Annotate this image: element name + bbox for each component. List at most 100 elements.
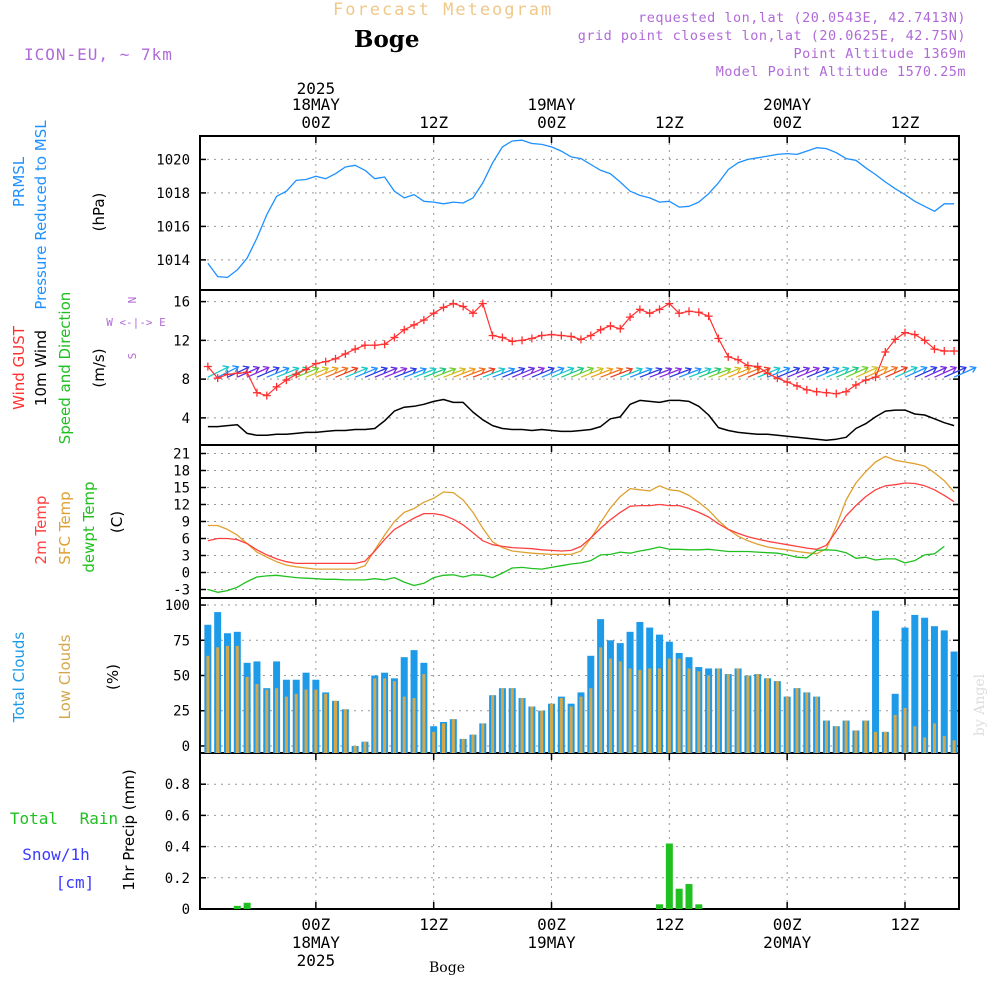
low-cloud-bar <box>481 723 485 753</box>
low-cloud-bar <box>569 706 573 753</box>
low-cloud-bar <box>687 668 691 753</box>
wind-arrow-head <box>861 365 869 373</box>
gust-marker <box>488 331 497 340</box>
wind-arrow-head <box>773 366 781 374</box>
wind-arrow-head <box>734 366 742 374</box>
wind-arrow-head <box>351 366 359 374</box>
wind-arrow-head <box>930 365 938 373</box>
wind-arrow <box>865 365 889 378</box>
low-cloud-bar <box>530 706 534 753</box>
wind-arrow-head <box>468 367 477 375</box>
gust-marker <box>635 305 644 314</box>
wind-arrow-shaft <box>659 368 682 378</box>
dewpt-line <box>207 545 945 593</box>
panel-frame-precip <box>199 752 960 910</box>
gust-marker <box>832 389 841 398</box>
wind-arrow-head <box>625 367 634 375</box>
y-tick-label-temperature: 12 <box>173 498 190 514</box>
gust-marker <box>576 335 585 344</box>
wind-arrow <box>443 367 467 378</box>
low-cloud-bar <box>255 683 259 753</box>
wind-arrow-shaft <box>620 368 643 378</box>
wind-arrow-head <box>232 365 240 373</box>
gust-marker <box>508 337 517 346</box>
location-title: Boge <box>354 26 420 53</box>
bottom-hour-label: 12Z <box>655 915 684 934</box>
low-cloud-bar <box>265 689 269 753</box>
wind-gust-label: Wind GUST <box>10 325 28 410</box>
wind-arrow-shaft <box>669 368 692 378</box>
wind-arrow <box>786 366 811 378</box>
low-cloud-bar <box>461 738 465 753</box>
wind-arrow-head <box>449 367 457 375</box>
wind-arrow <box>364 366 389 378</box>
wind-arrow-shaft <box>345 367 368 378</box>
wind-arrow <box>433 367 457 378</box>
gust-marker <box>213 374 222 383</box>
bottom-hour-label: 12Z <box>419 915 448 934</box>
wind-arrow-head <box>321 366 330 374</box>
low-cloud-bar <box>383 678 387 753</box>
y-tick-label-temperature: 6 <box>182 532 190 548</box>
wind-arrow <box>629 367 653 378</box>
wind-arrow <box>345 366 369 378</box>
gust-marker <box>272 382 281 391</box>
wind-arrow-head <box>832 366 840 374</box>
gust-marker <box>410 320 419 329</box>
low-cloud-bar <box>658 668 662 753</box>
wind-arrow-head <box>518 366 526 374</box>
y-tick-label-precip: 0.4 <box>165 840 190 856</box>
bottom-hour-label: 00Z <box>537 915 566 934</box>
compass-south: S <box>126 353 139 360</box>
wind-arrow-shaft <box>953 366 977 378</box>
low-cloud-bar <box>284 696 288 753</box>
wind-arrow <box>413 367 437 378</box>
pressure-unit: (hPa) <box>90 193 108 232</box>
low-cloud-bar <box>412 698 416 753</box>
low-cloud-bar <box>697 671 701 753</box>
wind-arrow <box>944 365 967 378</box>
wind-arrow-shaft <box>384 367 407 378</box>
wind-arrow <box>521 366 546 378</box>
wind-arrow <box>600 367 624 378</box>
y-tick-label-temperature: 18 <box>173 464 190 480</box>
low-cloud-bar <box>932 723 936 753</box>
wind-arrow-head <box>852 366 860 374</box>
wind-arrow-head <box>803 366 811 374</box>
low-cloud-bar <box>667 658 671 753</box>
wind-arrow <box>590 367 614 378</box>
wind-arrow-shaft <box>315 367 339 378</box>
wind-arrow-shaft <box>855 366 878 378</box>
wind-arrow-shaft <box>580 367 604 378</box>
rain-bar <box>685 884 693 909</box>
low-cloud-bar <box>442 723 446 753</box>
wind-arrow-head <box>616 367 624 375</box>
low-cloud-bar <box>353 745 357 753</box>
wind-arrow-shaft <box>708 368 731 378</box>
wind-arrow <box>335 366 359 378</box>
wind-arrow-head <box>822 366 830 374</box>
wind-arrow-head <box>842 366 850 374</box>
low-cloud-bar <box>500 688 504 753</box>
wind-arrow-shaft <box>364 367 388 378</box>
total-cloud-bar <box>930 626 938 753</box>
wind-arrow-head <box>577 366 585 374</box>
wind-arrow-head <box>675 367 683 375</box>
wind-arrow-head <box>920 365 928 373</box>
low-cloud-bar <box>726 674 730 753</box>
wind-arrow-head <box>488 367 496 375</box>
pressure-line <box>207 139 955 279</box>
gust-marker <box>675 309 684 318</box>
low-cloud-bar <box>314 689 318 753</box>
snow-label: Snow/1h <box>22 845 89 864</box>
wind-arrow-shaft <box>777 367 800 378</box>
top-date-label: 20MAY <box>763 95 812 114</box>
gust-marker <box>714 334 723 343</box>
low-cloud-bar <box>402 696 406 753</box>
wind-arrow-shaft <box>266 367 290 378</box>
wind-arrow-head <box>498 367 506 375</box>
gust-marker <box>586 331 595 340</box>
wind-arrow <box>718 366 742 378</box>
gust-marker <box>950 347 959 356</box>
wind-arrow-shaft <box>944 366 967 378</box>
